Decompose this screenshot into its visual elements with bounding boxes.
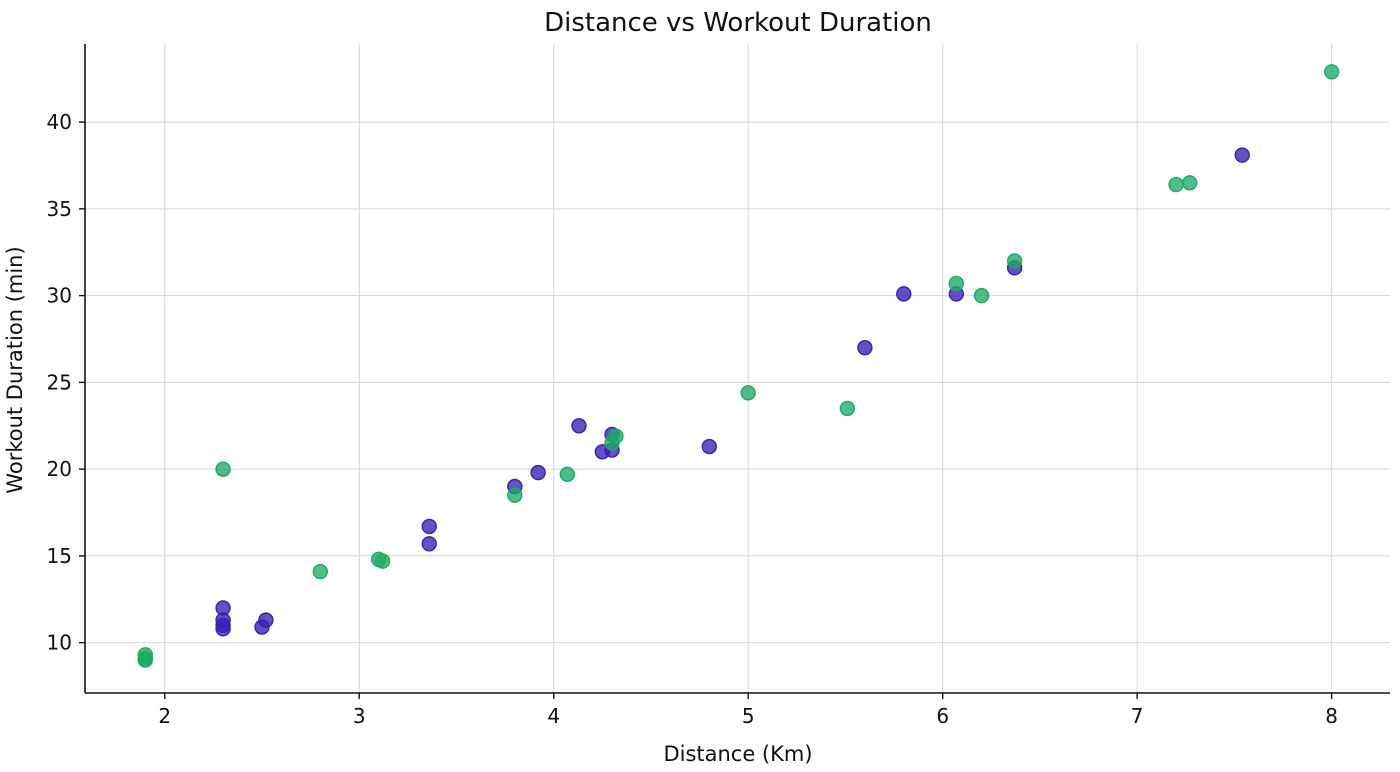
scatter-point-series-1 [421, 518, 437, 535]
scatter-point-series-1 [258, 612, 274, 628]
y-tick-label: 10 [47, 631, 72, 655]
y-tick-label: 25 [47, 370, 72, 394]
chart-title: Distance vs Workout Duration [544, 8, 932, 38]
x-axis-label: Distance (Km) [663, 742, 812, 766]
scatter-point-series-1 [571, 418, 587, 434]
scatter-point-series-1 [857, 339, 873, 356]
scatter-point-series-2 [312, 563, 329, 580]
x-tick-label: 8 [1325, 704, 1338, 728]
x-tick-label: 2 [158, 704, 171, 728]
scatter-point-series-1 [1234, 147, 1250, 163]
scatter-point-series-2 [1006, 253, 1023, 269]
scatter-point-series-2 [559, 466, 576, 483]
scatter-point-series-2 [839, 400, 856, 417]
scatter-point-series-1 [701, 438, 717, 455]
scatter-point-series-2 [507, 487, 523, 503]
scatter-point-series-1 [530, 464, 546, 481]
scatter-point-series-2 [608, 428, 624, 444]
axes [84, 44, 1390, 694]
scatter-point-series-2 [1168, 176, 1184, 193]
scatter-point-series-1 [421, 536, 437, 552]
x-tick-label: 5 [742, 704, 755, 728]
grid-lines [85, 44, 1390, 693]
scatter-point-series-2 [1181, 175, 1198, 191]
y-axis-label: Workout Duration (min) [3, 246, 27, 493]
y-tick-label: 15 [47, 544, 72, 568]
scatter-point-series-2 [137, 652, 153, 668]
scatter-point-series-1 [896, 286, 912, 302]
scatter-point-series-2 [948, 275, 964, 292]
data-points [137, 64, 1340, 668]
y-tick-label: 30 [47, 284, 72, 308]
y-tick-label: 35 [47, 197, 72, 221]
scatter-point-series-2 [1323, 64, 1340, 80]
y-tick-label: 20 [47, 457, 72, 481]
x-tick-label: 7 [1131, 704, 1144, 728]
scatter-point-series-2 [215, 461, 231, 477]
x-tick-label: 3 [353, 704, 366, 728]
tick-labels: 2 3 4 5 6 7 8 10 15 20 25 30 35 40 [47, 110, 1338, 728]
y-tick-label: 40 [47, 110, 72, 134]
scatter-point-series-2 [973, 287, 990, 304]
scatter-point-series-2 [740, 385, 756, 401]
x-tick-label: 4 [547, 704, 560, 728]
x-tick-label: 6 [936, 704, 949, 728]
scatter-point-series-1 [215, 621, 231, 637]
scatter-point-series-2 [374, 553, 391, 569]
